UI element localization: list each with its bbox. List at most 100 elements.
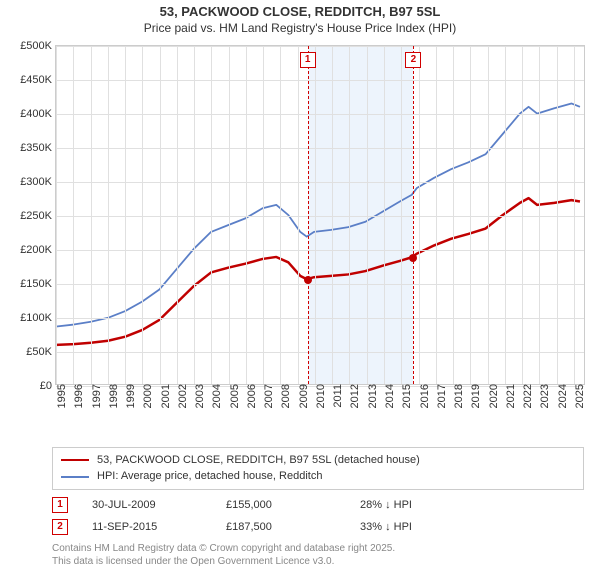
event-id-badge: 1 (52, 497, 68, 513)
sale-point (304, 276, 312, 284)
y-tick-label: £100K (20, 312, 56, 324)
y-tick-label: £250K (20, 210, 56, 222)
x-tick-label: 2021 (501, 384, 517, 408)
gridline (280, 46, 281, 384)
y-tick-label: £200K (20, 244, 56, 256)
y-tick-label: £350K (20, 142, 56, 154)
x-tick-label: 2022 (518, 384, 534, 408)
x-tick-label: 1997 (87, 384, 103, 408)
x-tick-label: 2020 (484, 384, 500, 408)
gridline (263, 46, 264, 384)
gridline (557, 46, 558, 384)
gridline (125, 46, 126, 384)
x-tick-label: 2001 (156, 384, 172, 408)
page-title: 53, PACKWOOD CLOSE, REDDITCH, B97 5SL (0, 4, 600, 21)
x-tick-label: 2009 (294, 384, 310, 408)
x-tick-label: 2015 (397, 384, 413, 408)
gridline (315, 46, 316, 384)
event-marker-line (413, 46, 414, 384)
gridline (211, 46, 212, 384)
gridline (73, 46, 74, 384)
gridline (488, 46, 489, 384)
x-tick-label: 2023 (535, 384, 551, 408)
gridline (574, 46, 575, 384)
y-tick-label: £500K (20, 40, 56, 52)
x-tick-label: 2017 (432, 384, 448, 408)
gridline (539, 46, 540, 384)
gridline (367, 46, 368, 384)
x-tick-label: 1999 (121, 384, 137, 408)
gridline (108, 46, 109, 384)
gridline (177, 46, 178, 384)
event-marker-badge: 1 (300, 52, 316, 68)
x-tick-label: 2013 (363, 384, 379, 408)
x-tick-label: 1996 (69, 384, 85, 408)
x-tick-label: 2018 (449, 384, 465, 408)
gridline (522, 46, 523, 384)
y-tick-label: £450K (20, 74, 56, 86)
x-tick-label: 2025 (570, 384, 586, 408)
x-tick-label: 2011 (328, 384, 344, 408)
x-tick-label: 2006 (242, 384, 258, 408)
gridline (229, 46, 230, 384)
x-tick-label: 2005 (225, 384, 241, 408)
x-tick-label: 2019 (466, 384, 482, 408)
x-tick-label: 2002 (173, 384, 189, 408)
gridline (401, 46, 402, 384)
gridline (419, 46, 420, 384)
footnote-line: Contains HM Land Registry data © Crown c… (52, 542, 584, 555)
gridline (436, 46, 437, 384)
event-delta: 33% ↓ HPI (360, 521, 470, 533)
gridline (246, 46, 247, 384)
event-id-badge: 2 (52, 519, 68, 535)
x-tick-label: 2016 (415, 384, 431, 408)
gridline (453, 46, 454, 384)
gridline (160, 46, 161, 384)
gridline (91, 46, 92, 384)
series-price_paid (57, 198, 580, 345)
event-date: 30-JUL-2009 (92, 499, 202, 511)
y-tick-label: £150K (20, 278, 56, 290)
event-date: 11-SEP-2015 (92, 521, 202, 533)
gridline (298, 46, 299, 384)
y-tick-label: £50K (26, 346, 56, 358)
event-marker-line (308, 46, 309, 384)
gridline (470, 46, 471, 384)
legend-item-hpi: HPI: Average price, detached house, Redd… (61, 468, 575, 485)
gridline (349, 46, 350, 384)
x-tick-label: 2008 (276, 384, 292, 408)
legend-swatch (61, 476, 89, 478)
footnote-line: This data is licensed under the Open Gov… (52, 555, 584, 568)
event-row: 130-JUL-2009£155,00028% ↓ HPI (52, 494, 584, 516)
x-tick-label: 2014 (380, 384, 396, 408)
event-marker-badge: 2 (405, 52, 421, 68)
gridline (194, 46, 195, 384)
gridline (332, 46, 333, 384)
x-tick-label: 2007 (259, 384, 275, 408)
x-tick-label: 2012 (345, 384, 361, 408)
gridline (505, 46, 506, 384)
y-tick-label: £300K (20, 176, 56, 188)
x-tick-label: 2003 (190, 384, 206, 408)
event-price: £187,500 (226, 521, 336, 533)
chart: £0£50K£100K£150K£200K£250K£300K£350K£400… (5, 41, 595, 441)
y-tick-label: £400K (20, 108, 56, 120)
event-delta: 28% ↓ HPI (360, 499, 470, 511)
x-tick-label: 2024 (553, 384, 569, 408)
gridline (142, 46, 143, 384)
gridline (56, 46, 57, 384)
legend-item-price-paid: 53, PACKWOOD CLOSE, REDDITCH, B97 5SL (d… (61, 452, 575, 469)
legend-swatch (61, 459, 89, 461)
plot-area: £0£50K£100K£150K£200K£250K£300K£350K£400… (55, 45, 585, 385)
page-subtitle: Price paid vs. HM Land Registry's House … (0, 21, 600, 35)
legend-label: HPI: Average price, detached house, Redd… (97, 468, 322, 485)
gridline (384, 46, 385, 384)
legend: 53, PACKWOOD CLOSE, REDDITCH, B97 5SL (d… (52, 447, 584, 490)
x-tick-label: 2004 (207, 384, 223, 408)
x-tick-label: 1998 (104, 384, 120, 408)
legend-label: 53, PACKWOOD CLOSE, REDDITCH, B97 5SL (d… (97, 452, 420, 469)
events-table: 130-JUL-2009£155,00028% ↓ HPI211-SEP-201… (52, 494, 584, 538)
event-row: 2 11-SEP-2015 £187,500 33% ↓ HPI (52, 516, 584, 538)
x-tick-label: 1995 (52, 384, 68, 408)
x-tick-label: 2010 (311, 384, 327, 408)
